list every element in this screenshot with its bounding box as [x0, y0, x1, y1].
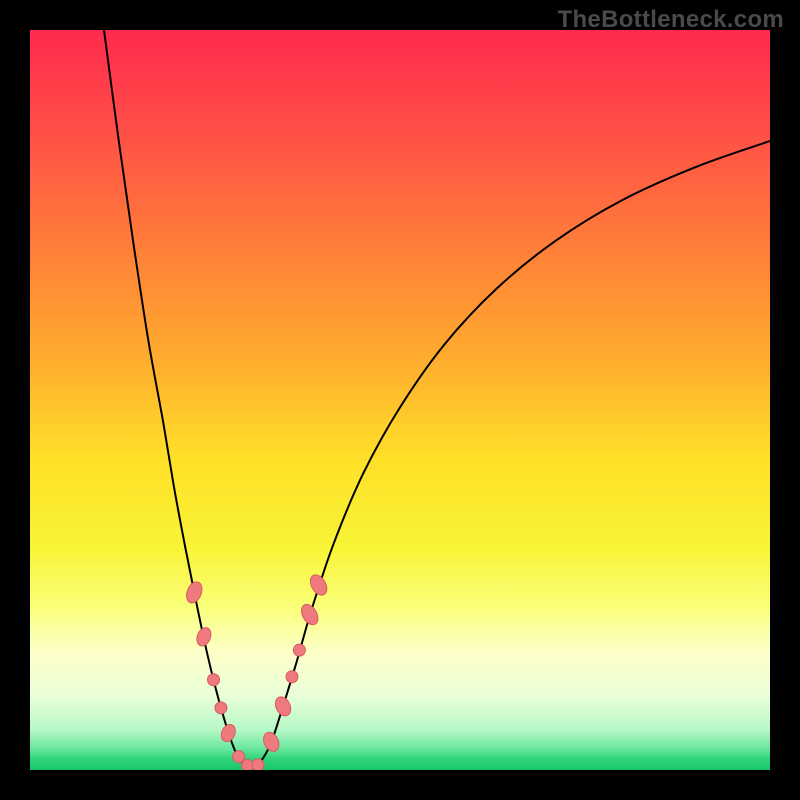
plot-area [30, 30, 770, 770]
curve-marker [286, 671, 298, 683]
plot-svg [30, 30, 770, 770]
curve-marker [215, 702, 227, 714]
curve-marker [293, 644, 305, 656]
curve-marker [252, 759, 264, 770]
chart-root: TheBottleneck.com [0, 0, 800, 800]
curve-marker [233, 751, 245, 763]
plot-background [30, 30, 770, 770]
curve-marker [208, 674, 220, 686]
